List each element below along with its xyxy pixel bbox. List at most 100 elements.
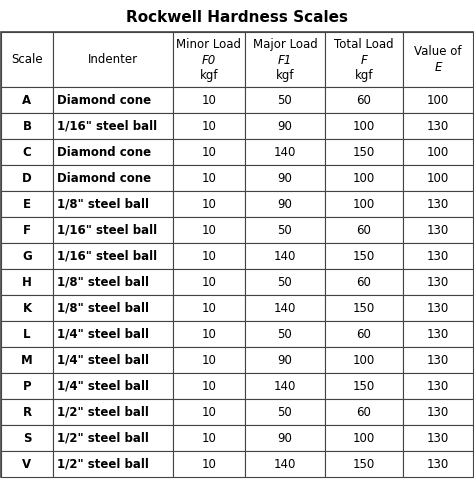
Bar xyxy=(325,113,403,139)
Text: S: S xyxy=(23,432,31,445)
Text: Scale: Scale xyxy=(11,53,43,66)
Bar xyxy=(173,139,245,165)
Bar xyxy=(325,32,403,87)
Bar xyxy=(1,217,53,243)
Text: 1/8" steel ball: 1/8" steel ball xyxy=(57,197,149,210)
Bar xyxy=(1,373,53,399)
Bar xyxy=(53,295,173,321)
Bar xyxy=(403,165,473,191)
Bar xyxy=(245,32,325,87)
Text: Diamond cone: Diamond cone xyxy=(57,172,151,185)
Text: 130: 130 xyxy=(427,120,449,133)
Text: 10: 10 xyxy=(201,328,217,341)
Bar xyxy=(403,217,473,243)
Text: 130: 130 xyxy=(427,301,449,314)
Text: 60: 60 xyxy=(356,328,372,341)
Bar xyxy=(403,269,473,295)
Text: 130: 130 xyxy=(427,328,449,341)
Text: 10: 10 xyxy=(201,432,217,445)
Text: Value of: Value of xyxy=(414,45,462,58)
Bar xyxy=(53,399,173,425)
Bar xyxy=(1,425,53,451)
Text: kgf: kgf xyxy=(276,69,294,83)
Bar xyxy=(403,139,473,165)
Text: Minor Load: Minor Load xyxy=(176,37,241,51)
Bar xyxy=(173,451,245,477)
Bar xyxy=(53,32,173,87)
Text: kgf: kgf xyxy=(355,69,373,83)
Bar xyxy=(245,269,325,295)
Text: 130: 130 xyxy=(427,380,449,393)
Text: 90: 90 xyxy=(278,353,292,366)
Text: 1/2" steel ball: 1/2" steel ball xyxy=(57,405,149,418)
Bar xyxy=(1,347,53,373)
Text: 10: 10 xyxy=(201,353,217,366)
Text: A: A xyxy=(22,93,32,106)
Bar xyxy=(403,113,473,139)
Text: 130: 130 xyxy=(427,405,449,418)
Text: 90: 90 xyxy=(278,172,292,185)
Bar xyxy=(1,165,53,191)
Bar xyxy=(1,295,53,321)
Bar xyxy=(325,321,403,347)
Text: 150: 150 xyxy=(353,145,375,158)
Text: 1/16" steel ball: 1/16" steel ball xyxy=(57,249,157,262)
Text: 60: 60 xyxy=(356,93,372,106)
Text: 90: 90 xyxy=(278,432,292,445)
Text: F: F xyxy=(361,54,367,67)
Text: 150: 150 xyxy=(353,249,375,262)
Text: 90: 90 xyxy=(278,197,292,210)
Bar xyxy=(245,139,325,165)
Text: 10: 10 xyxy=(201,120,217,133)
Text: 100: 100 xyxy=(353,172,375,185)
Text: 150: 150 xyxy=(353,380,375,393)
Bar xyxy=(245,217,325,243)
Text: 100: 100 xyxy=(427,145,449,158)
Text: M: M xyxy=(21,353,33,366)
Bar xyxy=(325,451,403,477)
Text: 1/2" steel ball: 1/2" steel ball xyxy=(57,432,149,445)
Text: 100: 100 xyxy=(353,197,375,210)
Text: 1/4" steel ball: 1/4" steel ball xyxy=(57,380,149,393)
Text: F1: F1 xyxy=(278,54,292,67)
Text: H: H xyxy=(22,276,32,289)
Text: 1/8" steel ball: 1/8" steel ball xyxy=(57,301,149,314)
Bar xyxy=(1,321,53,347)
Text: 1/4" steel ball: 1/4" steel ball xyxy=(57,353,149,366)
Bar xyxy=(173,165,245,191)
Bar xyxy=(53,269,173,295)
Bar xyxy=(245,399,325,425)
Bar xyxy=(53,191,173,217)
Text: 100: 100 xyxy=(427,93,449,106)
Text: 50: 50 xyxy=(278,405,292,418)
Bar xyxy=(325,269,403,295)
Text: 10: 10 xyxy=(201,380,217,393)
Text: 130: 130 xyxy=(427,197,449,210)
Text: 100: 100 xyxy=(353,353,375,366)
Bar xyxy=(173,113,245,139)
Text: 10: 10 xyxy=(201,405,217,418)
Text: 1/4" steel ball: 1/4" steel ball xyxy=(57,328,149,341)
Bar xyxy=(1,243,53,269)
Bar xyxy=(245,295,325,321)
Text: F0: F0 xyxy=(202,54,216,67)
Text: Diamond cone: Diamond cone xyxy=(57,145,151,158)
Text: kgf: kgf xyxy=(200,69,218,83)
Text: 130: 130 xyxy=(427,353,449,366)
Bar xyxy=(1,32,53,87)
Text: 130: 130 xyxy=(427,224,449,237)
Bar xyxy=(403,191,473,217)
Bar xyxy=(173,373,245,399)
Bar xyxy=(53,347,173,373)
Bar xyxy=(403,32,473,87)
Text: 140: 140 xyxy=(274,249,296,262)
Text: E: E xyxy=(434,61,442,74)
Bar xyxy=(403,295,473,321)
Text: 130: 130 xyxy=(427,276,449,289)
Bar xyxy=(245,165,325,191)
Bar xyxy=(245,347,325,373)
Text: 60: 60 xyxy=(356,224,372,237)
Bar xyxy=(325,399,403,425)
Text: R: R xyxy=(22,405,32,418)
Bar xyxy=(325,373,403,399)
